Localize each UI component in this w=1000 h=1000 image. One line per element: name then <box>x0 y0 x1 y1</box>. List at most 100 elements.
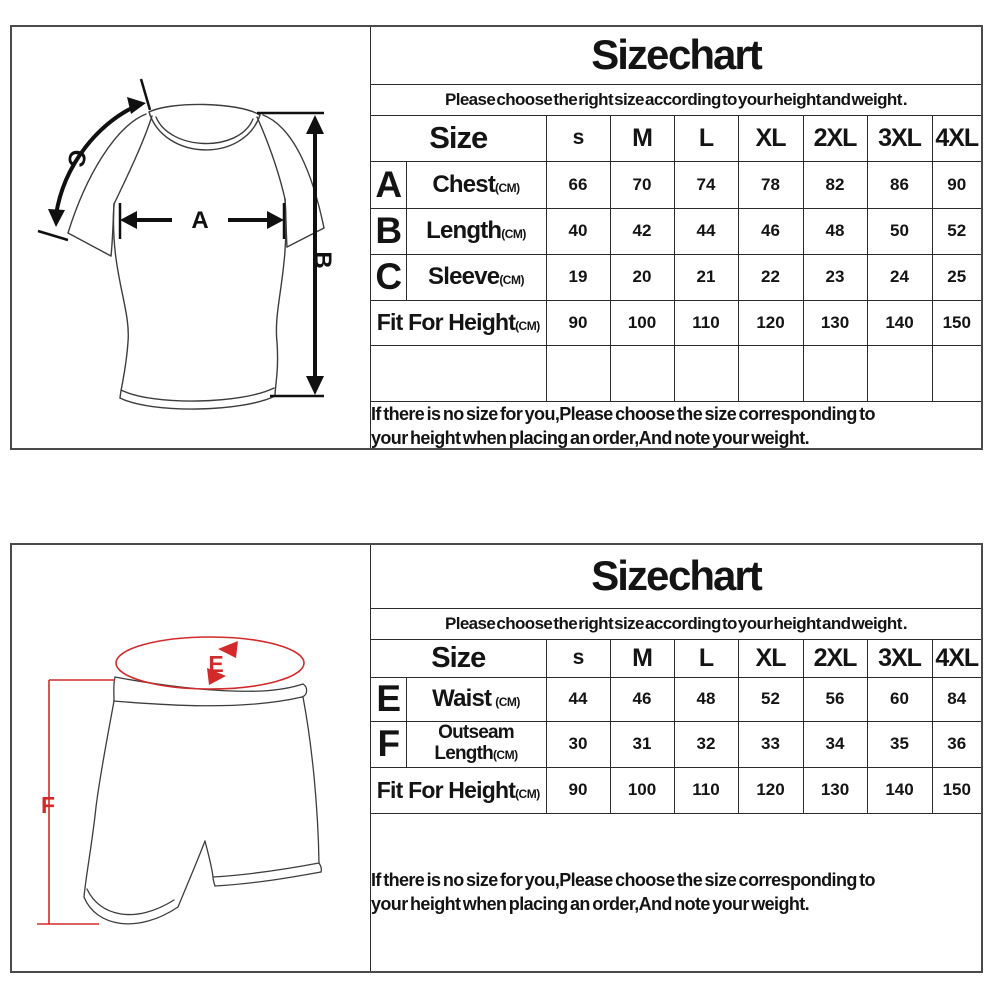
sleeve-label: Sleeve <box>428 263 500 290</box>
length-s: 40 <box>546 208 611 255</box>
waist-4xl: 84 <box>932 677 981 722</box>
sleeve-4xl: 25 <box>932 254 981 301</box>
waist-l: 48 <box>674 677 739 722</box>
shorts-footnote-line2: your height when placing an order,And no… <box>371 894 810 915</box>
fit-2xl: 130 <box>803 300 868 346</box>
fit-unit: (CM) <box>515 319 540 333</box>
chest-s: 66 <box>546 161 611 209</box>
length-xl: 46 <box>738 208 804 255</box>
sleeve-s: 19 <box>546 254 611 301</box>
sleeve-3xl: 24 <box>867 254 933 301</box>
fit-label: Fit For Height <box>376 309 516 335</box>
col-s: s <box>546 115 611 162</box>
fit-l: 110 <box>674 300 739 346</box>
fit-2xl: 130 <box>803 767 868 814</box>
waist-label: Waist <box>432 685 492 712</box>
shorts-size-table: Size chart Please choose the right size … <box>371 545 981 971</box>
label-length-mark: B <box>309 251 336 268</box>
tshirt-measurement-diagram-icon: A B C <box>37 78 336 410</box>
arrowhead-e-left-icon <box>218 641 238 658</box>
sleeve-xl: 22 <box>738 254 804 301</box>
fit-s: 90 <box>546 300 611 346</box>
shorts-chart-title: Size chart <box>371 545 981 609</box>
fit-label: Fit For Height <box>376 776 516 803</box>
measure-a-arrow <box>118 203 286 239</box>
col-2xl: 2XL <box>803 639 868 678</box>
row-letter-e: E <box>371 677 407 722</box>
row-letter-f: F <box>371 721 407 768</box>
row-letter-b: B <box>371 208 407 255</box>
col-3xl: 3XL <box>867 115 933 162</box>
waist-s: 44 <box>546 677 611 722</box>
length-label: Length <box>426 217 502 244</box>
row-name-sleeve: Sleeve(CM) <box>406 254 547 301</box>
length-row: B Length(CM) 40 42 44 46 48 50 52 <box>371 208 981 255</box>
shorts-table-zone: Size chart Please choose the right size … <box>370 545 981 971</box>
shirt-chart-subtitle: Please choose the right size according t… <box>371 84 981 116</box>
fit-unit: (CM) <box>515 786 540 801</box>
length-l: 44 <box>674 208 739 255</box>
col-s: s <box>546 639 611 678</box>
fit-3xl: 140 <box>867 300 933 346</box>
sleeve-m: 20 <box>610 254 675 301</box>
measure-e-waist: E <box>115 636 305 690</box>
arrowhead-left-icon <box>120 211 137 229</box>
waist-xl: 52 <box>738 677 804 722</box>
length-4xl: 52 <box>932 208 981 255</box>
fit-l: 110 <box>674 767 739 814</box>
row-name-outseam: Outseam Length(CM) <box>406 721 547 768</box>
fit-4xl: 150 <box>932 767 981 814</box>
arrowhead-e-right-icon <box>207 668 226 685</box>
col-m: M <box>610 639 675 678</box>
row-letter-c: C <box>371 254 407 301</box>
fit-xl: 120 <box>738 767 804 814</box>
outseam-m: 31 <box>610 721 675 768</box>
size-header-cell: Size <box>371 115 547 162</box>
fit-xl: 120 <box>738 300 804 346</box>
outseam-label-line1: Outseam <box>438 722 515 744</box>
shirt-footnote-line1: If there is no size for you,Please choos… <box>371 403 876 424</box>
chest-2xl: 82 <box>803 161 868 209</box>
measure-c-arrow <box>37 78 152 242</box>
col-l: L <box>674 115 739 162</box>
col-4xl: 4XL <box>932 115 981 162</box>
tshirt-outline <box>67 103 325 410</box>
chest-unit: (CM) <box>495 180 520 195</box>
shirt-diagram-zone: A B C <box>12 27 370 448</box>
measure-f-outseam <box>37 679 115 925</box>
arrowhead-up-icon <box>306 115 324 134</box>
chest-label: Chest <box>432 170 496 198</box>
outseam-3xl: 35 <box>867 721 933 768</box>
fit-m: 100 <box>610 767 675 814</box>
chest-l: 74 <box>674 161 739 209</box>
row-name-length: Length(CM) <box>406 208 547 255</box>
shorts-header-row: Size s M L XL 2XL 3XL 4XL <box>371 639 981 678</box>
shirt-chart-title: Size chart <box>371 27 981 85</box>
col-m: M <box>610 115 675 162</box>
row-name-waist: Waist (CM) <box>406 677 547 722</box>
sleeve-2xl: 23 <box>803 254 868 301</box>
empty-grid-row <box>371 345 981 402</box>
length-3xl: 50 <box>867 208 933 255</box>
size-header-cell: Size <box>371 639 547 678</box>
shorts-footnote: If there is no size for you,Please choos… <box>371 813 981 971</box>
label-chest-mark: A <box>191 207 208 234</box>
shirt-size-chart-panel: A B C Size chart Please choo <box>10 25 983 450</box>
length-m: 42 <box>610 208 675 255</box>
fit-for-height-label: Fit For Height(CM) <box>371 300 547 346</box>
fit-height-row: Fit For Height(CM) 90 100 110 120 130 14… <box>371 300 981 346</box>
outseam-2xl: 34 <box>803 721 868 768</box>
fit-for-height-label: Fit For Height(CM) <box>371 767 547 814</box>
arrowhead-down-icon <box>306 376 324 395</box>
shirt-table-zone: Size chart Please choose the right size … <box>370 27 981 448</box>
fit-4xl: 150 <box>932 300 981 346</box>
waist-unit: (CM) <box>495 695 520 709</box>
sleeve-unit: (CM) <box>499 273 524 287</box>
waist-row: E Waist (CM) 44 46 48 52 56 60 84 <box>371 677 981 722</box>
outseam-4xl: 36 <box>932 721 981 768</box>
label-waist-mark: E <box>208 651 223 677</box>
arrowhead-c-top-icon <box>127 97 146 114</box>
shorts-measurement-diagram-icon: E F <box>37 636 323 925</box>
fit-s: 90 <box>546 767 611 814</box>
outseam-xl: 33 <box>738 721 804 768</box>
